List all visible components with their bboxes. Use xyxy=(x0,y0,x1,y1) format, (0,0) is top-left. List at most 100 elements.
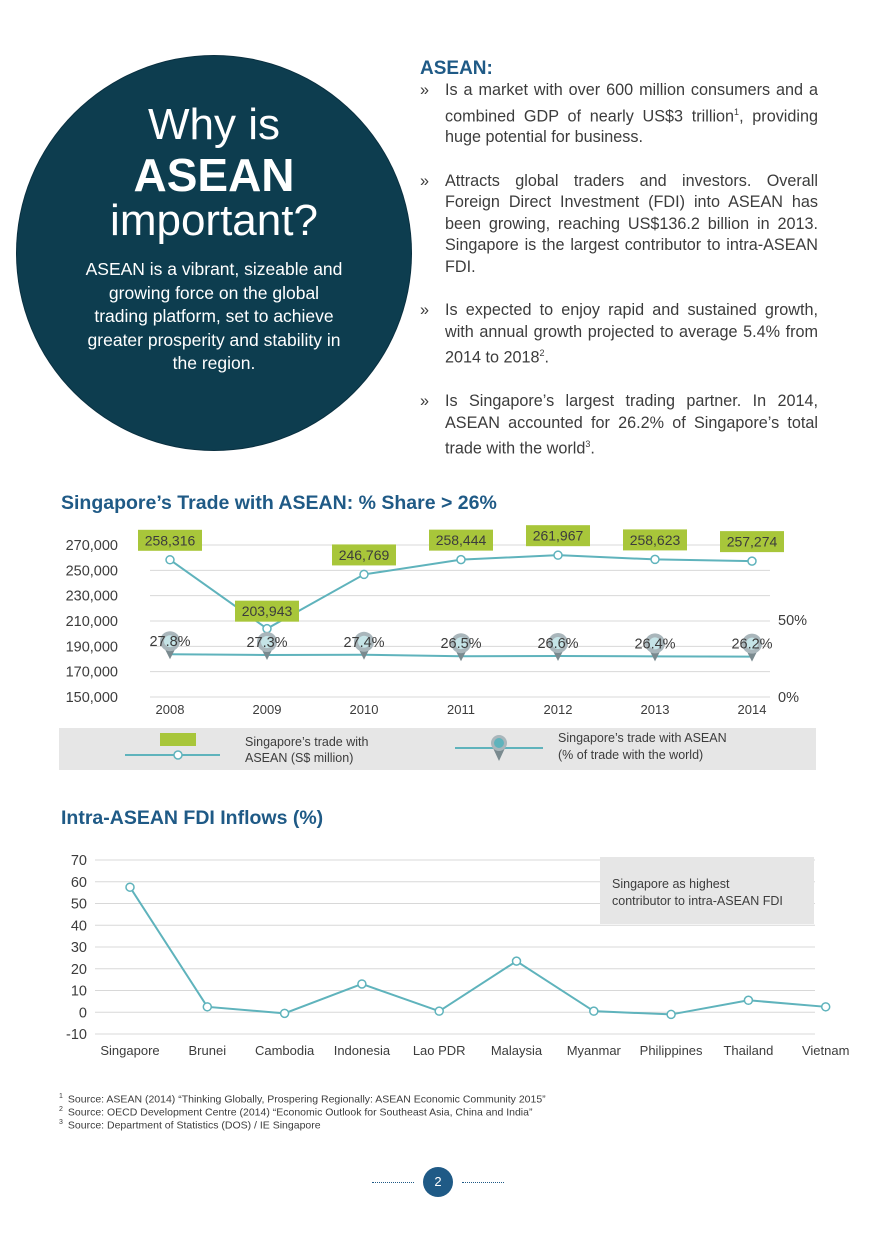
bullet-text: Is expected to enjoy rapid and sustained… xyxy=(445,301,818,367)
y-tick-label: 170,000 xyxy=(66,665,118,681)
footnote-number: 3 xyxy=(59,1119,63,1126)
data-label: 246,769 xyxy=(339,547,390,563)
trade-value-point xyxy=(262,623,272,634)
footnote-text: Source: ASEAN (2014) “Thinking Globally,… xyxy=(67,1093,546,1106)
bullet-item: » Attracts global traders and investors. … xyxy=(420,171,818,279)
fdi-point xyxy=(279,1008,290,1019)
x-tick-label: Vietnam xyxy=(802,1043,849,1058)
data-label: 203,943 xyxy=(242,603,293,619)
data-label-box xyxy=(332,544,396,566)
page-number-rule-left xyxy=(372,1182,414,1183)
data-label-box xyxy=(623,529,687,551)
y2-tick-label: 0% xyxy=(778,690,799,706)
legend-label: ASEAN (S$ million) xyxy=(245,751,353,765)
asean-bullet-list: » Is a market with over 600 million consu… xyxy=(420,80,818,482)
legend-label: Singapore’s trade with xyxy=(245,735,369,749)
fdi-point xyxy=(589,1006,599,1016)
data-label-box xyxy=(526,525,590,547)
y-tick-label: 0 xyxy=(79,1005,87,1021)
share-data-label: 26.5% xyxy=(440,636,481,652)
legend-label: (% of trade with the world) xyxy=(558,748,703,762)
x-tick-label: 2010 xyxy=(350,702,379,717)
y-tick-label: 20 xyxy=(71,962,87,978)
y-tick-label: 40 xyxy=(71,918,87,934)
page-number: 2 xyxy=(434,1174,442,1189)
share-pin-dot xyxy=(552,637,564,650)
footnote-ref: 3 xyxy=(585,439,591,450)
x-tick-label: 2014 xyxy=(738,702,767,717)
trade-chart: 270,000 250,000 230,000 210,000 190,000 170,0… xyxy=(59,525,816,770)
x-tick-label: 2012 xyxy=(544,702,573,717)
data-label: 258,444 xyxy=(436,532,487,548)
data-label: 257,274 xyxy=(727,534,778,550)
x-tick-label: 2011 xyxy=(447,702,475,717)
y-tick-label: 50 xyxy=(71,897,87,913)
share-pin-dot xyxy=(261,635,273,648)
fdi-line xyxy=(129,886,826,1016)
bullet-mark: » xyxy=(420,301,430,320)
footnote-2: 2 Source: OECD Development Centre (2014) … xyxy=(59,1106,532,1119)
footnote-number: 1 xyxy=(59,1093,63,1100)
fdi-point xyxy=(666,1009,676,1020)
footnote-ref: 2 xyxy=(539,348,545,359)
x-tick-label: Philippines xyxy=(640,1043,703,1058)
fdi-point xyxy=(125,882,135,892)
y-tick-label: 250,000 xyxy=(66,563,118,579)
x-tick-label: 2008 xyxy=(156,702,185,717)
annotation-text: Singapore as highest xyxy=(612,877,730,891)
share-data-label: 26.6% xyxy=(537,636,578,652)
trade-value-point xyxy=(747,556,757,566)
x-tick-label: Lao PDR xyxy=(413,1043,466,1058)
fdi-point xyxy=(202,1002,213,1012)
fdi-chart: 70 60 50 40 30 20 10 0 -10 Singapore Brunei Cambodi… xyxy=(66,853,849,1058)
legend-swatch-box xyxy=(160,733,196,746)
y-tick-label: 230,000 xyxy=(66,589,118,605)
fdi-chart-title: Intra-ASEAN FDI Inflows (%) xyxy=(61,807,324,829)
footnote-1: 1 Source: ASEAN (2014) “Thinking Globally… xyxy=(59,1093,546,1106)
fdi-point xyxy=(357,979,367,989)
trade-value-point xyxy=(650,554,660,565)
page-number-badge: 2 xyxy=(423,1167,453,1197)
footnote-text: Source: OECD Development Centre (2014) “… xyxy=(67,1106,533,1119)
y-tick-label: 150,000 xyxy=(66,690,118,706)
data-label-box xyxy=(429,529,493,551)
x-tick-label: Myanmar xyxy=(567,1043,622,1058)
y-tick-label: 70 xyxy=(71,853,87,869)
y-tick-label: 210,000 xyxy=(66,614,118,630)
share-data-label: 27.4% xyxy=(343,635,384,651)
y-tick-label: 270,000 xyxy=(66,538,118,554)
x-tick-label: Indonesia xyxy=(334,1043,391,1058)
bullet-item: » Is expected to enjoy rapid and sustaine… xyxy=(420,300,818,369)
trade-value-point xyxy=(165,555,175,565)
fdi-point xyxy=(434,1006,444,1016)
bullet-tail: . xyxy=(544,348,550,367)
bullet-tail: , providing huge potential for business. xyxy=(445,106,818,147)
y-tick-label: -10 xyxy=(66,1027,87,1043)
trade-value-point xyxy=(553,550,563,560)
footnote-3: 3 Source: Department of Statistics (DOS) … xyxy=(59,1119,321,1132)
hero-title-line3: important? xyxy=(110,196,318,245)
bullet-text: Attracts global traders and investors. O… xyxy=(445,171,818,276)
bullet-text: Is a market with over 600 million consum… xyxy=(445,81,818,125)
x-tick-label: 2013 xyxy=(641,702,670,717)
y-tick-label: 30 xyxy=(71,940,87,956)
annotation-box xyxy=(600,857,814,924)
share-data-label: 26.4% xyxy=(634,636,675,652)
fdi-point xyxy=(743,995,754,1006)
data-label-box xyxy=(235,600,299,622)
share-pin-dot xyxy=(455,637,467,650)
legend-pin-dot xyxy=(494,738,504,748)
share-data-label: 27.3% xyxy=(246,635,287,651)
hero-title-line1: Why is xyxy=(148,100,280,149)
bullet-mark: » xyxy=(420,171,430,190)
share-data-label: 27.8% xyxy=(149,634,190,650)
x-tick-label: 2009 xyxy=(253,702,282,717)
legend-swatch-point xyxy=(173,750,183,760)
x-tick-label: Cambodia xyxy=(255,1043,315,1058)
x-tick-label: Malaysia xyxy=(491,1043,543,1058)
x-tick-label: Thailand xyxy=(723,1043,773,1058)
hero-title-line2: ASEAN xyxy=(133,149,295,201)
y-tick-label: 60 xyxy=(71,875,87,891)
hero-circle xyxy=(17,56,411,450)
x-tick-label: Singapore xyxy=(100,1043,159,1058)
